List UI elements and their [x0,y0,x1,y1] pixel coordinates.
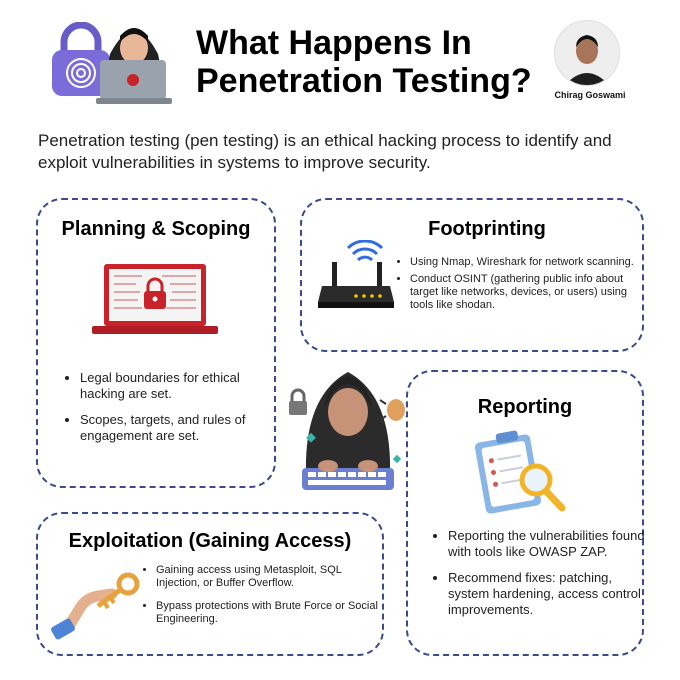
page-title: What Happens In Penetration Testing? [196,24,556,100]
card-reporting: Reporting Reporting the vulnerabilities … [406,370,645,656]
card-footprinting: Footprinting Using Nmap, Wireshark for n… [300,198,644,352]
clipboard-magnifier-icon [474,428,570,520]
list-item: Legal boundaries for ethical hacking are… [80,370,276,402]
list-item: Conduct OSINT (gathering public info abo… [410,273,646,312]
intro-text: Penetration testing (pen testing) is an … [38,131,612,172]
author-name: Chirag Goswami [554,90,626,100]
list-item: Bypass protections with Brute Force or S… [156,600,386,626]
list-item: Scopes, targets, and rules of engagement… [80,412,276,444]
card-title: Planning & Scoping [61,218,251,240]
hand-key-icon [50,564,142,640]
reporting-points: Reporting the vulnerabilities found with… [430,528,648,628]
wifi-router-icon [316,239,396,316]
list-item: Gaining access using Metasploit, SQL Inj… [156,564,386,590]
list-item: Recommend fixes: patching, system harden… [448,570,648,618]
exploitation-points: Gaining access using Metasploit, SQL Inj… [138,564,386,636]
title-line-1: What Happens In [196,24,472,62]
author-photo [554,20,620,86]
card-title: Reporting [477,396,573,418]
fingerprint-lock-icon [46,21,116,102]
red-laptop-lock-icon [92,262,218,338]
card-title: Footprinting [428,218,546,240]
card-title: Exploitation (Gaining Access) [68,530,352,552]
title-line-2: Penetration Testing? [196,62,532,100]
hacker-laptop-icon [92,14,176,106]
footprinting-points: Using Nmap, Wireshark for network scanni… [392,256,646,316]
list-item: Using Nmap, Wireshark for network scanni… [410,256,646,269]
card-planning-scoping: Planning & Scoping Legal boundaries for … [36,198,276,488]
planning-points: Legal boundaries for ethical hacking are… [62,370,276,454]
card-exploitation: Exploitation (Gaining Access) Gaining ac… [36,512,384,656]
list-item: Reporting the vulnerabilities found with… [448,528,648,560]
hooded-hacker-icon [284,356,413,496]
